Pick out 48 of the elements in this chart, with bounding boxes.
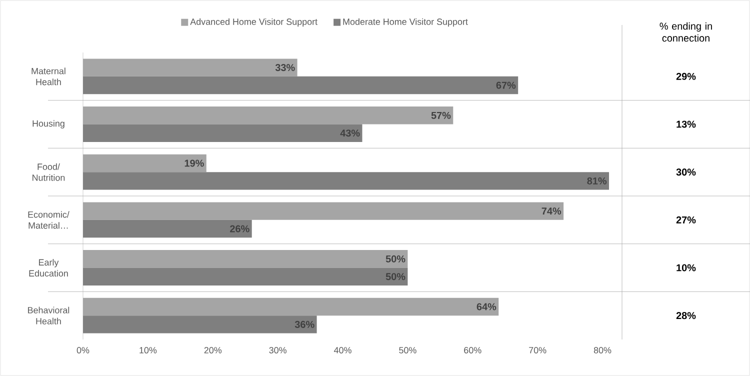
x-tick-label: 10%: [140, 347, 157, 354]
data-label: 57%: [431, 112, 451, 119]
data-label: 81%: [587, 177, 607, 184]
bar: [83, 154, 206, 172]
text: 10%: [676, 264, 696, 272]
text: 27%: [676, 216, 696, 224]
x-tick-label: 40%: [334, 347, 352, 354]
x-tick-label: 80%: [594, 347, 612, 354]
data-label: 74%: [542, 208, 562, 215]
y-tick-label: Housing: [32, 120, 64, 128]
x-tick-label: 50%: [399, 347, 416, 354]
y-tick-label: Food/ Nutrition: [32, 163, 65, 181]
data-label: 26%: [230, 225, 250, 232]
text: 13%: [676, 120, 696, 128]
bar: [83, 268, 408, 286]
y-tick-label: Behavioral Health: [28, 306, 70, 324]
y-tick-label: Early Education: [29, 258, 68, 277]
data-label: 33%: [275, 64, 295, 72]
data-label: 50%: [386, 273, 406, 280]
text: % ending in connection: [660, 22, 712, 42]
bar: [83, 220, 252, 238]
text: 29%: [676, 72, 696, 80]
text: 30%: [676, 168, 696, 176]
bar: [83, 298, 499, 316]
data-label: 50%: [386, 255, 406, 262]
data-label: 36%: [294, 320, 314, 328]
bar: [83, 76, 518, 94]
legend-label: Moderate Home Visitor Support: [343, 18, 468, 27]
legend-label: Advanced Home Visitor Support: [190, 18, 318, 27]
data-label: 43%: [340, 130, 360, 137]
data-label: 67%: [496, 82, 516, 89]
text: 28%: [676, 312, 696, 320]
x-tick-label: 60%: [464, 347, 482, 354]
bar: [83, 124, 362, 142]
x-tick-label: 70%: [529, 347, 546, 354]
x-tick-label: 0%: [76, 347, 90, 354]
bar: [83, 202, 564, 220]
data-label: 19%: [184, 160, 204, 167]
x-tick-label: 30%: [269, 347, 286, 354]
bar: [83, 172, 610, 190]
bar: [83, 316, 317, 334]
bar: [83, 250, 408, 268]
data-label: 64%: [476, 303, 496, 310]
x-tick-label: 20%: [204, 347, 222, 354]
bar: [83, 58, 298, 76]
y-tick-label: Economic/ Material…: [28, 211, 70, 229]
bar: [83, 106, 454, 124]
y-tick-label: Maternal Health: [32, 68, 66, 86]
